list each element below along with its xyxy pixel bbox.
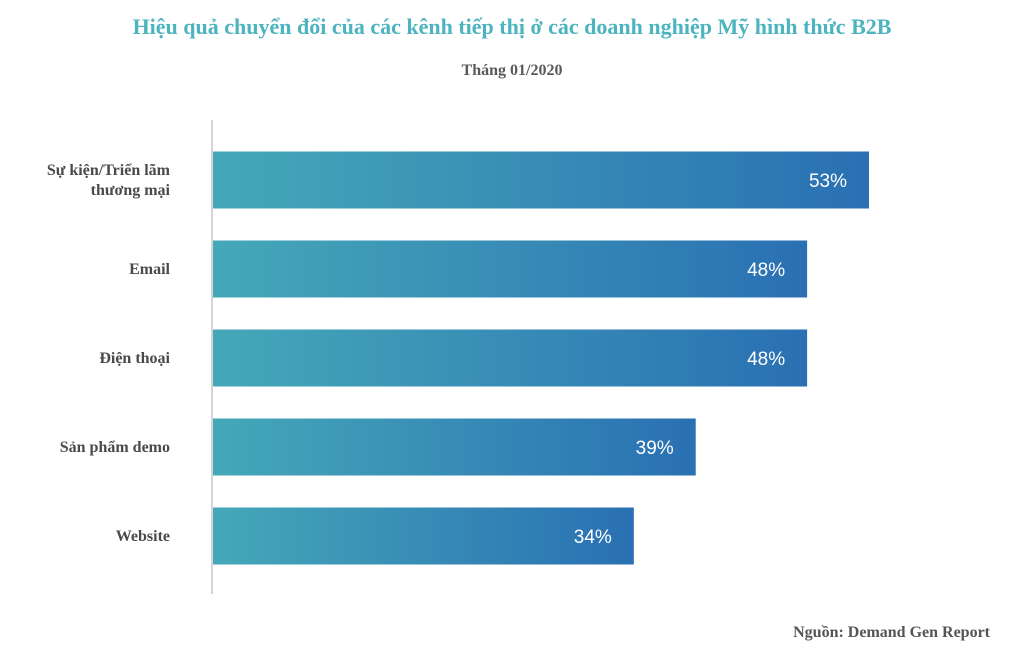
- category-label-line: Sự kiện/Triển lãm: [47, 162, 171, 179]
- chart-title: Hiệu quả chuyển đổi của các kênh tiếp th…: [132, 14, 892, 39]
- source-note: Nguồn: Demand Gen Report: [793, 624, 990, 641]
- bar-value-label-1: 48%: [747, 260, 785, 281]
- bar-value-label-4: 34%: [574, 527, 612, 548]
- bar-0: [213, 151, 869, 209]
- category-label-4: Website: [116, 528, 170, 545]
- bar-value-label-3: 39%: [636, 438, 674, 459]
- bars-group: 53% Sự kiện/Triển lãm thương mại 48% Email 48…: [47, 151, 869, 565]
- category-label-line: Điện thoại: [99, 350, 170, 367]
- bar-4: [213, 507, 634, 565]
- bar-1: [213, 240, 808, 298]
- category-label-0: Sự kiện/Triển lãm thương mại: [47, 162, 171, 199]
- category-label-line: thương mại: [91, 182, 171, 199]
- category-label-1: Email: [129, 261, 170, 278]
- bar-value-label-2: 48%: [747, 349, 785, 370]
- category-label-2: Điện thoại: [99, 350, 170, 367]
- category-label-line: Sản phẩm demo: [60, 439, 170, 456]
- bar-3: [213, 418, 696, 476]
- chart-subtitle: Tháng 01/2020: [461, 62, 563, 79]
- category-label-line: Website: [116, 528, 170, 545]
- bar-2: [213, 329, 808, 387]
- bar-value-label-0: 53%: [809, 171, 847, 192]
- category-label-line: Email: [129, 261, 170, 278]
- category-label-3: Sản phẩm demo: [60, 439, 170, 456]
